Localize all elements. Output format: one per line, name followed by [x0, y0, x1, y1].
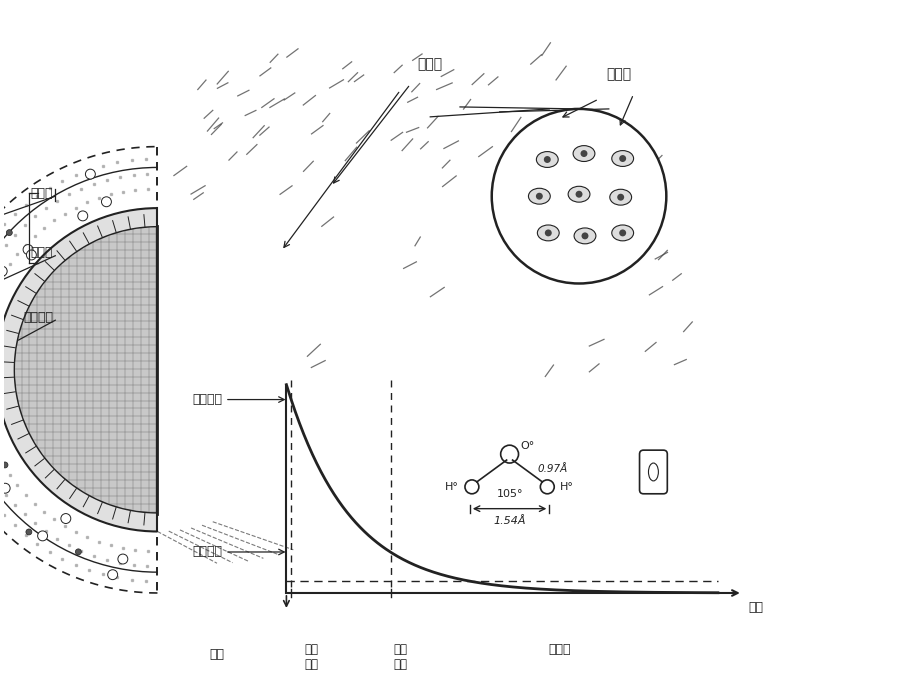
Circle shape — [78, 211, 87, 221]
Text: 0.97Å: 0.97Å — [537, 464, 567, 474]
Circle shape — [38, 531, 48, 541]
Text: 强结
合水: 强结 合水 — [304, 642, 318, 671]
Ellipse shape — [611, 150, 633, 166]
Circle shape — [492, 109, 665, 284]
Polygon shape — [14, 226, 157, 513]
Circle shape — [75, 549, 81, 555]
Ellipse shape — [611, 225, 633, 241]
Text: 土粒: 土粒 — [210, 647, 224, 660]
Circle shape — [618, 230, 626, 237]
Text: 1.54Å: 1.54Å — [493, 515, 526, 526]
Circle shape — [575, 190, 582, 198]
Circle shape — [618, 155, 626, 162]
Circle shape — [6, 230, 12, 235]
Circle shape — [543, 156, 550, 163]
Text: H°: H° — [445, 482, 459, 492]
Circle shape — [539, 480, 553, 494]
Ellipse shape — [609, 189, 631, 205]
Circle shape — [85, 169, 96, 179]
Ellipse shape — [537, 225, 559, 241]
Text: 自由水: 自由水 — [548, 642, 570, 655]
Circle shape — [101, 197, 111, 207]
Ellipse shape — [573, 228, 596, 244]
Text: 固定层: 固定层 — [30, 246, 53, 259]
Text: 阳离子: 阳离子 — [417, 57, 442, 71]
Text: 弱结
合水: 弱结 合水 — [393, 642, 407, 671]
Circle shape — [464, 480, 478, 494]
Circle shape — [61, 513, 71, 524]
Circle shape — [23, 244, 33, 255]
Circle shape — [581, 233, 588, 239]
Circle shape — [0, 483, 10, 493]
Text: 电动电位: 电动电位 — [192, 546, 221, 558]
FancyBboxPatch shape — [639, 450, 666, 494]
Circle shape — [617, 194, 623, 201]
Ellipse shape — [568, 186, 589, 202]
Circle shape — [118, 554, 128, 564]
Ellipse shape — [573, 146, 595, 161]
Circle shape — [580, 150, 587, 157]
Text: 热力电位: 热力电位 — [192, 393, 221, 406]
Circle shape — [0, 266, 7, 276]
Text: 105°: 105° — [496, 489, 522, 499]
Circle shape — [2, 462, 8, 468]
Circle shape — [0, 476, 1, 486]
Circle shape — [535, 193, 542, 199]
Text: H°: H° — [560, 482, 573, 492]
Circle shape — [27, 250, 37, 260]
Text: O°: O° — [520, 441, 534, 451]
Circle shape — [26, 529, 32, 535]
Ellipse shape — [648, 463, 658, 481]
Circle shape — [544, 230, 551, 237]
Circle shape — [500, 445, 518, 463]
Ellipse shape — [536, 152, 558, 168]
Ellipse shape — [528, 188, 550, 204]
Text: 距离: 距离 — [747, 601, 762, 614]
Text: 矿物颗粒: 矿物颗粒 — [23, 310, 53, 324]
Text: 水分子: 水分子 — [606, 67, 630, 81]
Circle shape — [108, 570, 118, 580]
Text: 扩散层: 扩散层 — [30, 187, 53, 199]
Polygon shape — [0, 208, 157, 531]
